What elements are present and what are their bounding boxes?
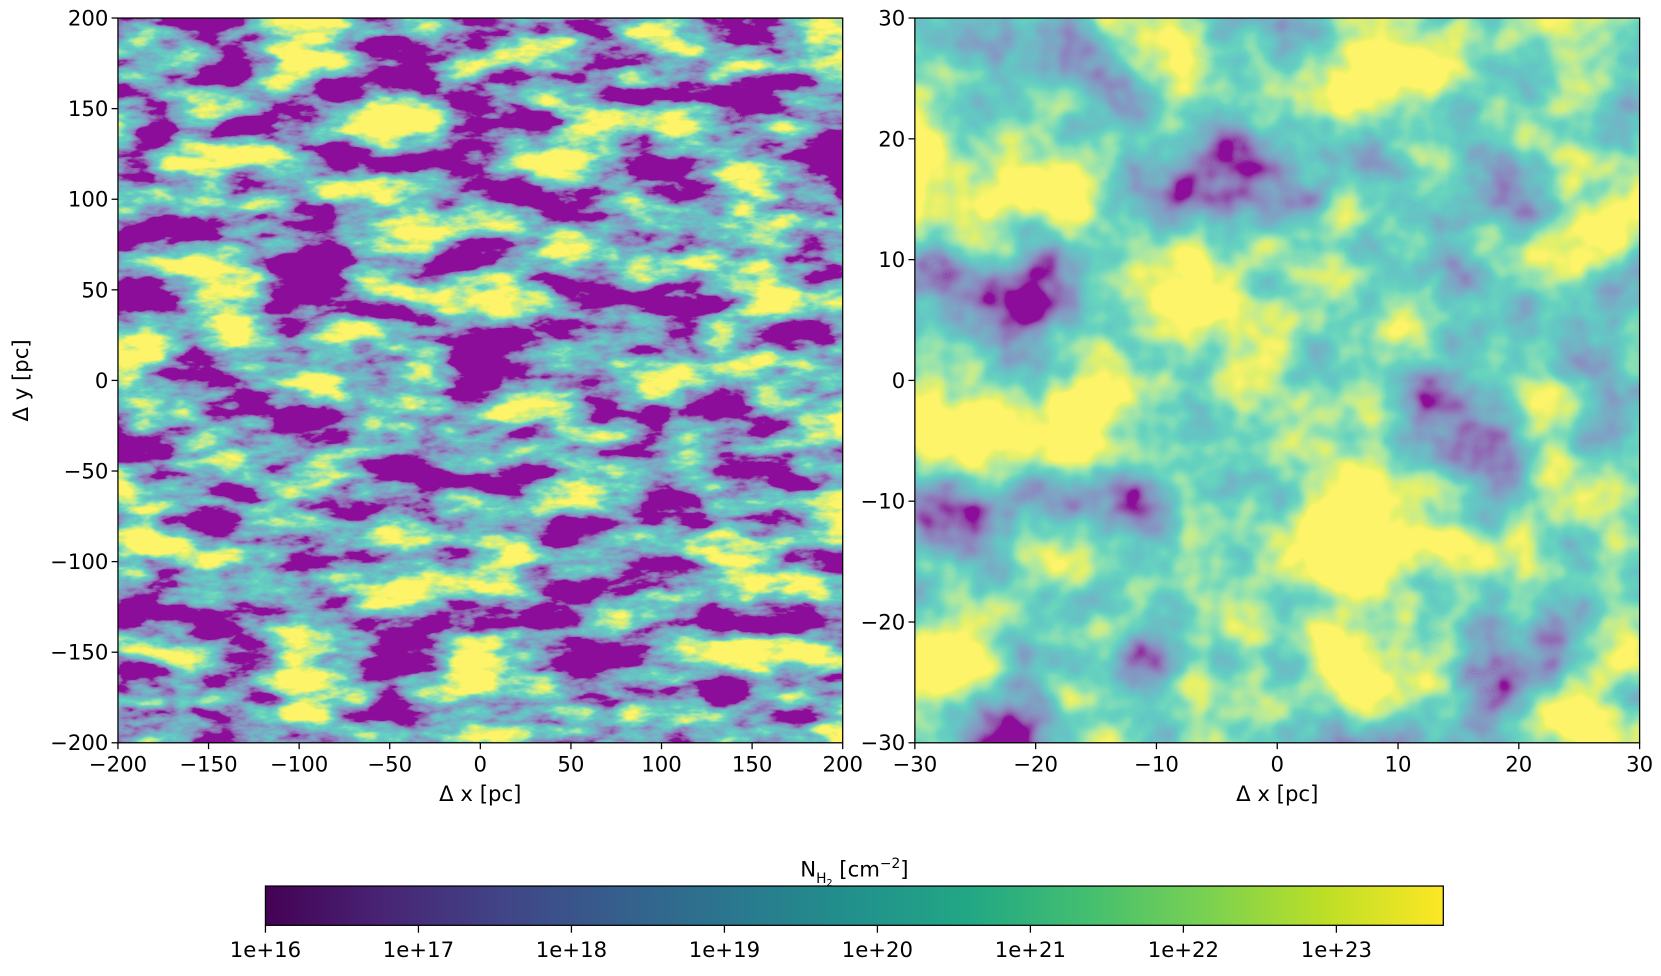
- x-tick-label: 0: [1270, 752, 1284, 777]
- colorbar: [264, 885, 1444, 926]
- y-tick-label: −10: [861, 490, 906, 515]
- y-tick-label: 100: [68, 188, 109, 213]
- density-map: [914, 18, 1640, 743]
- x-tick-label: 50: [557, 752, 584, 777]
- colorbar-tick-label: 1e+17: [383, 938, 454, 963]
- y-tick-label: 10: [878, 248, 905, 273]
- y-tick-label: 0: [95, 369, 109, 394]
- colorbar-tick-label: 1e+19: [689, 938, 760, 963]
- y-tick-label: 30: [878, 6, 905, 31]
- colorbar-label-base: N: [800, 857, 816, 882]
- colorbar-tick-label: 1e+16: [230, 938, 301, 963]
- y-tick-label: 50: [81, 278, 108, 303]
- y-tick-label: 20: [878, 127, 905, 152]
- colorbar-tick-label: 1e+21: [995, 938, 1066, 963]
- colorbar-label-sup: −2: [880, 856, 900, 872]
- colorbar-tick-label: 1e+22: [1148, 938, 1219, 963]
- colorbar-label-close: ]: [900, 857, 908, 882]
- colorbar-tick-label: 1e+23: [1301, 938, 1372, 963]
- x-tick-label: 150: [732, 752, 773, 777]
- colorbar-label-sub: H: [816, 871, 826, 887]
- colorbar-label-unit: [cm: [833, 857, 880, 882]
- x-tick-label: 0: [474, 752, 488, 777]
- x-tick-label: 100: [641, 752, 682, 777]
- y-tick-label: −150: [50, 641, 108, 666]
- colorbar-tick-label: 1e+20: [842, 938, 913, 963]
- x-tick-label: 200: [822, 752, 863, 777]
- colorbar-label: NH2 [cm−2]: [800, 856, 908, 889]
- colorbar-label-subsub: 2: [826, 878, 832, 889]
- colorbar-tick-label: 1e+18: [536, 938, 607, 963]
- y-axis-label: Δ y [pc]: [9, 339, 34, 421]
- y-tick-label: −200: [50, 731, 108, 756]
- y-tick-label: −20: [861, 610, 906, 635]
- x-axis-label: Δ x [pc]: [439, 782, 521, 807]
- y-tick-label: 200: [68, 6, 109, 31]
- x-tick-label: −150: [179, 752, 237, 777]
- x-tick-label: 30: [1626, 752, 1653, 777]
- x-tick-label: 10: [1385, 752, 1412, 777]
- y-tick-label: −100: [50, 550, 108, 575]
- y-tick-label: 150: [68, 97, 109, 122]
- x-tick-label: −10: [1134, 752, 1179, 777]
- x-tick-label: −50: [367, 752, 412, 777]
- density-map: [117, 18, 843, 743]
- x-tick-label: −30: [892, 752, 937, 777]
- x-tick-label: −100: [270, 752, 328, 777]
- x-tick-label: 20: [1505, 752, 1532, 777]
- y-tick-label: 0: [892, 369, 906, 394]
- x-tick-label: −20: [1013, 752, 1058, 777]
- x-tick-label: −200: [89, 752, 147, 777]
- x-axis-label: Δ x [pc]: [1236, 782, 1318, 807]
- y-tick-label: −50: [64, 459, 109, 484]
- y-tick-label: −30: [861, 731, 906, 756]
